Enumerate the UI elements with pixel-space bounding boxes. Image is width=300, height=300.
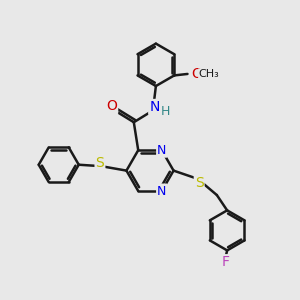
Text: CH₃: CH₃: [199, 69, 219, 79]
Text: O: O: [106, 99, 117, 113]
Text: N: N: [157, 144, 167, 157]
Text: N: N: [149, 100, 160, 114]
Text: N: N: [157, 184, 167, 197]
Text: O: O: [191, 67, 202, 81]
Text: H: H: [160, 105, 170, 119]
Text: F: F: [222, 255, 230, 269]
Text: S: S: [96, 156, 104, 170]
Text: S: S: [195, 176, 203, 190]
